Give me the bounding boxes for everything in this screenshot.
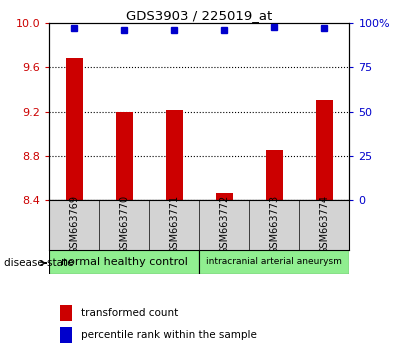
Text: GSM663774: GSM663774 (319, 195, 329, 255)
Bar (216, 193, 233, 200)
Text: GSM663773: GSM663773 (269, 195, 279, 255)
FancyBboxPatch shape (49, 250, 199, 274)
Title: GDS3903 / 225019_at: GDS3903 / 225019_at (126, 9, 272, 22)
Bar (316, 101, 333, 200)
Text: GSM663770: GSM663770 (119, 195, 129, 255)
Text: percentile rank within the sample: percentile rank within the sample (81, 330, 257, 340)
Bar (60, 327, 72, 343)
Bar (66, 58, 83, 200)
Text: GSM663769: GSM663769 (69, 195, 79, 254)
Bar (266, 150, 283, 200)
Text: transformed count: transformed count (81, 308, 178, 318)
Bar (60, 305, 72, 321)
Bar (166, 110, 183, 200)
Text: GSM663771: GSM663771 (169, 195, 179, 255)
Bar (115, 112, 133, 200)
Text: intracranial arterial aneurysm: intracranial arterial aneurysm (206, 257, 342, 267)
Text: normal healthy control: normal healthy control (61, 257, 188, 267)
Text: GSM663772: GSM663772 (219, 195, 229, 255)
FancyBboxPatch shape (199, 250, 349, 274)
Text: disease state: disease state (4, 258, 74, 268)
